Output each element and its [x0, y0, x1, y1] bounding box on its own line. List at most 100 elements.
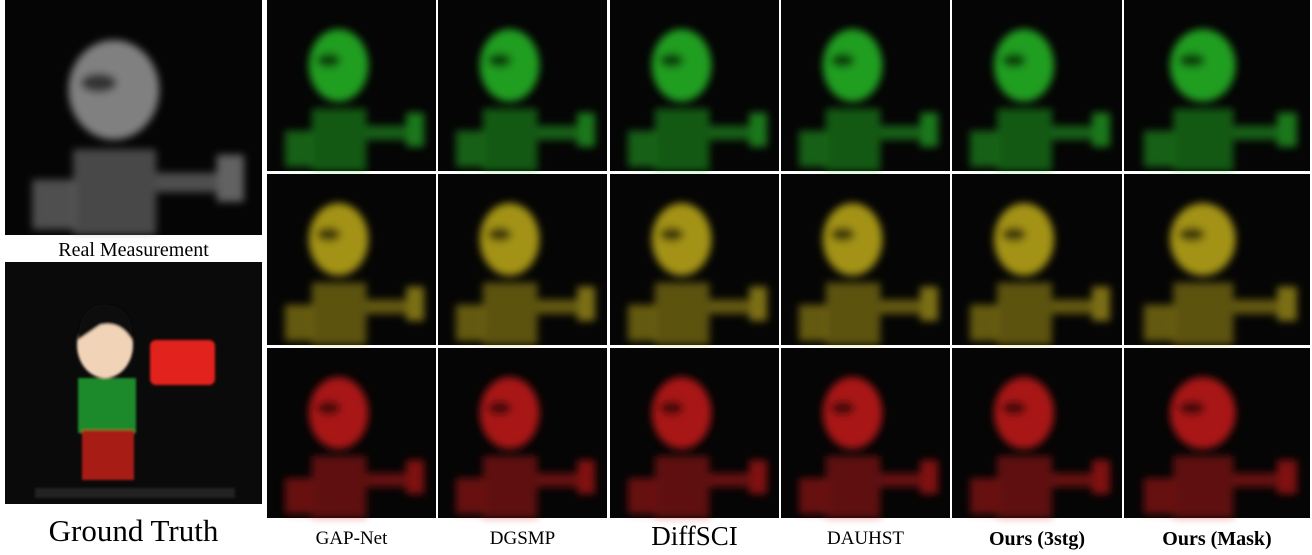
- hand: [749, 113, 767, 147]
- arm: [880, 126, 920, 140]
- torso: [483, 109, 538, 171]
- head: [823, 203, 883, 275]
- eye-shadow: [831, 227, 855, 241]
- hand: [920, 113, 938, 147]
- figure: Real Measurement Ground Truth (() => { c…: [0, 0, 1312, 555]
- arm: [1052, 300, 1092, 314]
- head: [1170, 203, 1236, 275]
- head: [994, 203, 1054, 275]
- head: [823, 29, 883, 101]
- head: [309, 29, 369, 101]
- eye-shadow: [1002, 401, 1026, 415]
- left-arm: [456, 131, 484, 167]
- hand: [406, 460, 424, 494]
- torso: [655, 109, 710, 171]
- hand: [1092, 287, 1110, 321]
- hand: [920, 460, 938, 494]
- arm: [1052, 126, 1092, 140]
- method-label: DiffSCI: [610, 521, 779, 552]
- eye-shadow: [317, 53, 341, 67]
- arm: [366, 126, 406, 140]
- hand: [577, 460, 595, 494]
- hand: [1092, 113, 1110, 147]
- left-arm: [628, 478, 656, 514]
- arm: [709, 300, 749, 314]
- hand: [1277, 460, 1297, 494]
- left-arm: [32, 180, 74, 230]
- eye-shadow: [317, 227, 341, 241]
- eye-shadow: [660, 53, 684, 67]
- arm: [709, 473, 749, 487]
- torso: [312, 283, 367, 345]
- head: [823, 377, 883, 449]
- head: [480, 29, 540, 101]
- torso: [826, 109, 881, 171]
- head: [652, 203, 712, 275]
- eye-shadow: [81, 73, 117, 92]
- head: [309, 377, 369, 449]
- eye-shadow: [660, 227, 684, 241]
- arm: [156, 173, 216, 192]
- eye-shadow: [1179, 227, 1205, 241]
- left-arm: [285, 131, 313, 167]
- method-label: DGSMP: [438, 528, 607, 550]
- arm: [880, 300, 920, 314]
- head: [309, 203, 369, 275]
- arm: [537, 126, 577, 140]
- left-arm: [285, 305, 313, 341]
- hand: [577, 287, 595, 321]
- arm: [880, 473, 920, 487]
- hand: [406, 113, 424, 147]
- head: [68, 40, 159, 140]
- arm: [537, 300, 577, 314]
- eye-shadow: [831, 401, 855, 415]
- left-arm: [628, 305, 656, 341]
- base: [35, 488, 235, 498]
- eye-shadow: [660, 401, 684, 415]
- eye-shadow: [317, 401, 341, 415]
- eye-shadow: [831, 53, 855, 67]
- hand: [217, 155, 244, 202]
- eye-shadow: [1002, 53, 1026, 67]
- hand: [1277, 113, 1297, 147]
- torso: [1173, 109, 1233, 171]
- arm: [1233, 126, 1277, 140]
- left-arm: [799, 131, 827, 167]
- torso: [73, 149, 156, 235]
- method-label: GAP-Net: [267, 528, 436, 550]
- arm: [366, 473, 406, 487]
- torso: [483, 456, 538, 518]
- panel-label: Ground Truth: [5, 513, 262, 549]
- shorts: [82, 430, 134, 480]
- left-arm: [970, 305, 998, 341]
- left-arm: [456, 478, 484, 514]
- arm: [366, 300, 406, 314]
- torso: [312, 456, 367, 518]
- left-arm: [456, 305, 484, 341]
- torso: [826, 456, 881, 518]
- hand: [577, 113, 595, 147]
- torso: [1173, 283, 1233, 345]
- left-arm: [628, 131, 656, 167]
- method-label: Ours (Mask): [1124, 528, 1310, 551]
- hand: [406, 287, 424, 321]
- hand: [749, 460, 767, 494]
- method-label: Ours (3stg): [952, 528, 1122, 551]
- head: [994, 29, 1054, 101]
- torso: [826, 283, 881, 345]
- left-arm: [970, 478, 998, 514]
- arm: [709, 126, 749, 140]
- left-arm: [285, 478, 313, 514]
- left-arm: [1144, 305, 1175, 341]
- eye-shadow: [488, 227, 512, 241]
- hand: [749, 287, 767, 321]
- left-arm: [799, 305, 827, 341]
- eye-shadow: [488, 53, 512, 67]
- torso: [997, 283, 1052, 345]
- left-arm: [799, 478, 827, 514]
- head: [1170, 377, 1236, 449]
- eye-shadow: [1179, 53, 1205, 67]
- torso: [655, 283, 710, 345]
- head: [652, 377, 712, 449]
- head: [652, 29, 712, 101]
